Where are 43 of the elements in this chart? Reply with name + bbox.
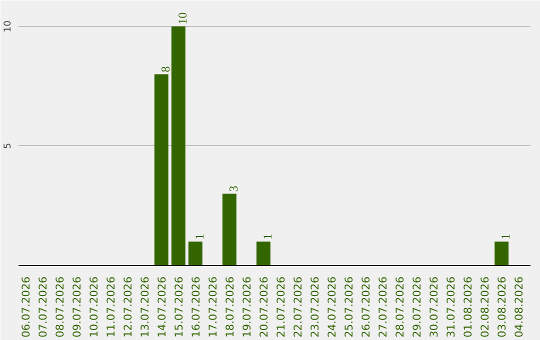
x-tick-label: 08.07.2026: [53, 276, 66, 338]
data-label: 1: [260, 234, 274, 240]
bar: [188, 242, 202, 266]
x-tick-label: 10.07.2026: [87, 276, 100, 338]
data-label: 1: [192, 234, 206, 240]
data-label: 1: [498, 234, 513, 240]
x-tick-label: 18.07.2026: [223, 276, 236, 338]
x-tick-label: 27.07.2026: [376, 276, 390, 338]
x-tick-label: 25.07.2026: [342, 276, 356, 338]
x-tick-label: 06.07.2026: [19, 276, 32, 338]
x-tick-label: 31.07.2026: [444, 276, 458, 338]
x-tick-label: 20.07.2026: [257, 276, 270, 338]
x-tick-label: 12.07.2026: [121, 276, 134, 338]
x-tick-label: 01.08.2026: [462, 276, 475, 338]
bar: [494, 242, 509, 266]
x-tick-label: 11.07.2026: [104, 276, 118, 338]
x-tick-label: 28.07.2026: [394, 276, 407, 338]
x-tick-label: 17.07.2026: [206, 276, 220, 338]
x-tick-label: 30.07.2026: [428, 276, 441, 338]
y-tick-label: 5: [2, 142, 14, 149]
x-tick-label: 14.07.2026: [155, 276, 168, 338]
bar: [222, 194, 236, 266]
x-tick-label: 09.07.2026: [70, 276, 84, 338]
data-label: 10: [175, 12, 190, 24]
x-tick-label: 07.07.2026: [36, 276, 50, 338]
x-tick-label: 22.07.2026: [291, 276, 304, 338]
x-tick-label: 23.07.2026: [308, 276, 322, 338]
x-tick-label: 16.07.2026: [189, 276, 202, 338]
data-label: 3: [226, 186, 240, 192]
x-tick-label: 02.08.2026: [478, 276, 492, 338]
x-tick-label: 21.07.2026: [274, 276, 288, 338]
x-tick-label: 26.07.2026: [360, 276, 373, 338]
x-tick-label: 24.07.2026: [325, 276, 338, 338]
x-tick-label: 03.08.2026: [496, 276, 509, 338]
bar: [256, 242, 270, 266]
bar: [154, 74, 168, 266]
x-tick-label: 29.07.2026: [410, 276, 424, 338]
bar: [171, 26, 186, 266]
x-tick-label: 13.07.2026: [138, 276, 152, 338]
x-tick-label: 04.08.2026: [512, 276, 526, 338]
x-tick-label: 15.07.2026: [172, 276, 186, 338]
data-label: 8: [158, 66, 172, 72]
x-tick-label: 19.07.2026: [240, 276, 254, 338]
